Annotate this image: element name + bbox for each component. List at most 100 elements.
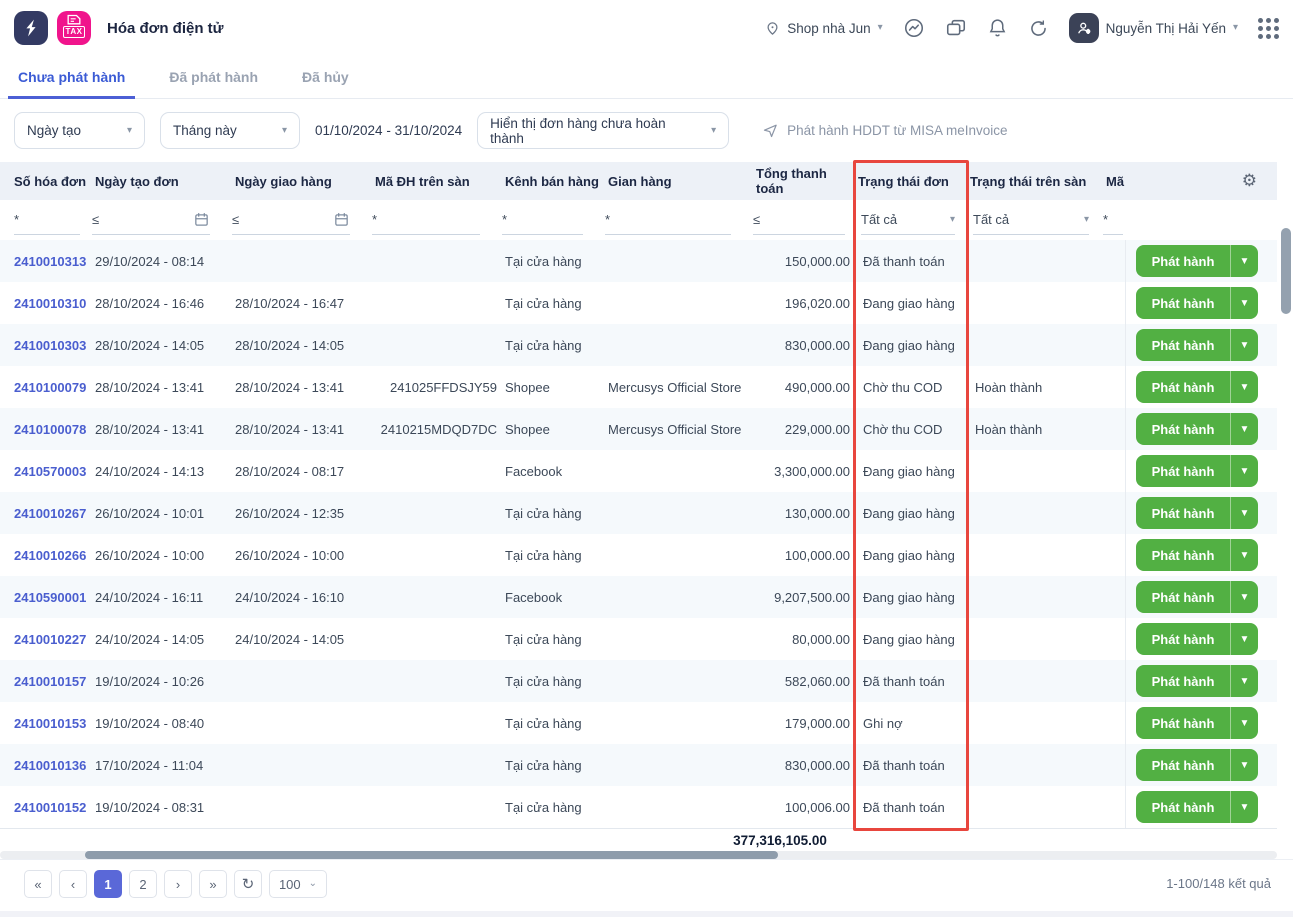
publish-button[interactable]: Phát hành ▼: [1136, 371, 1258, 403]
filter-order-status-select[interactable]: Tất cả ▾: [861, 205, 955, 235]
next-page-button[interactable]: ›: [164, 870, 192, 898]
invoice-number-link[interactable]: 2410010136: [14, 757, 87, 773]
user-menu[interactable]: $ Nguyễn Thị Hải Yến ▾: [1068, 13, 1238, 43]
publish-dropdown-caret[interactable]: ▼: [1230, 707, 1258, 739]
footer-bar: « ‹ 1 2 › » ↻ 100 ⌄ 1-100/148 kết quả: [0, 859, 1293, 917]
publish-button[interactable]: Phát hành ▼: [1136, 749, 1258, 781]
invoice-number-link[interactable]: 2410010227: [14, 631, 87, 647]
app-launcher-grid-icon[interactable]: [1258, 17, 1279, 39]
calendar-icon[interactable]: [193, 211, 210, 228]
publish-dropdown-caret[interactable]: ▼: [1230, 497, 1258, 529]
filter-created-date-input[interactable]: ≤: [92, 205, 210, 235]
col-header-kenh-ban-hang[interactable]: Kênh bán hàng: [505, 173, 599, 189]
invoice-number-link[interactable]: 2410010310: [14, 295, 87, 311]
publish-dropdown-caret[interactable]: ▼: [1230, 413, 1258, 445]
col-header-gian-hang[interactable]: Gian hàng: [608, 173, 672, 189]
publish-button[interactable]: Phát hành ▼: [1136, 329, 1258, 361]
publish-dropdown-caret[interactable]: ▼: [1230, 539, 1258, 571]
calendar-icon[interactable]: [333, 211, 350, 228]
shop-selector[interactable]: Shop nhà Jun ▾: [765, 20, 883, 37]
col-header-so-hoa-don[interactable]: Số hóa đơn: [14, 173, 87, 189]
filter-ma-input[interactable]: *: [1103, 205, 1123, 235]
invoice-number-link[interactable]: 2410010303: [14, 337, 87, 353]
publish-dropdown-caret[interactable]: ▼: [1230, 749, 1258, 781]
col-header-tong-thanh-toan[interactable]: Tổng thanh toán: [756, 166, 827, 196]
invoice-number-link[interactable]: 2410570003: [14, 463, 87, 479]
filter-store-input[interactable]: *: [605, 205, 731, 235]
publish-dropdown-caret[interactable]: ▼: [1230, 791, 1258, 823]
date-field-select[interactable]: Ngày tạo ▾: [14, 112, 145, 149]
sync-button[interactable]: [1028, 18, 1049, 39]
invoice-number-link[interactable]: 2410010153: [14, 715, 87, 731]
chevron-down-icon: ▾: [877, 22, 883, 33]
tab-da-phat-hanh[interactable]: Đã phát hành: [169, 69, 259, 85]
col-header-ma[interactable]: Mã: [1106, 173, 1125, 189]
page-size-select[interactable]: 100 ⌄: [269, 870, 327, 898]
tab-chua-phat-hanh[interactable]: Chưa phát hành: [7, 56, 136, 99]
order-status-cell: Đang giao hàng: [863, 589, 955, 605]
publish-button[interactable]: Phát hành ▼: [1136, 665, 1258, 697]
publish-dropdown-caret[interactable]: ▼: [1230, 581, 1258, 613]
date-range-value[interactable]: 01/10/2024 - 31/10/2024: [315, 123, 463, 138]
gear-icon[interactable]: ⚙: [1241, 171, 1257, 190]
invoice-number-link[interactable]: 2410590001: [14, 589, 87, 605]
page-button-1[interactable]: 1: [94, 870, 122, 898]
invoice-number-link[interactable]: 2410010313: [14, 253, 87, 269]
publish-button[interactable]: Phát hành ▼: [1136, 287, 1258, 319]
col-header-ngay-tao-don[interactable]: Ngày tạo đơn: [95, 173, 179, 189]
invoice-number-link[interactable]: 2410010266: [14, 547, 87, 563]
notifications-bell-button[interactable]: [987, 17, 1008, 39]
completion-filter-select[interactable]: Hiển thị đơn hàng chưa hoàn thành ▾: [477, 112, 730, 149]
windows-button[interactable]: [945, 17, 967, 39]
created-date-cell: 24/10/2024 - 14:13: [95, 463, 205, 479]
messenger-button[interactable]: [903, 17, 925, 39]
col-header-trang-thai-tren-san[interactable]: Trạng thái trên sàn: [970, 173, 1087, 189]
publish-dropdown-caret[interactable]: ▼: [1230, 329, 1258, 361]
horizontal-scrollbar-thumb[interactable]: [85, 851, 778, 859]
publish-dropdown-caret[interactable]: ▼: [1230, 245, 1258, 277]
invoice-number-link[interactable]: 2410010267: [14, 505, 87, 521]
publish-dropdown-caret[interactable]: ▼: [1230, 623, 1258, 655]
publish-button[interactable]: Phát hành ▼: [1136, 791, 1258, 823]
publish-dropdown-caret[interactable]: ▼: [1230, 455, 1258, 487]
filter-order-code-input[interactable]: *: [372, 205, 480, 235]
publish-dropdown-caret[interactable]: ▼: [1230, 371, 1258, 403]
filter-platform-status-select[interactable]: Tất cả ▾: [973, 205, 1089, 235]
refresh-button[interactable]: ↻: [234, 870, 262, 898]
publish-button[interactable]: Phát hành ▼: [1136, 539, 1258, 571]
table-header-row: Số hóa đơn Ngày tạo đơn Ngày giao hàng M…: [0, 162, 1277, 200]
vertical-scrollbar[interactable]: [1280, 162, 1292, 850]
filter-channel-input[interactable]: *: [502, 205, 583, 235]
publish-button[interactable]: Phát hành ▼: [1136, 581, 1258, 613]
results-count: 1-100/148 kết quả: [1166, 876, 1271, 891]
horizontal-scrollbar[interactable]: [0, 851, 1277, 859]
publish-dropdown-caret[interactable]: ▼: [1230, 665, 1258, 697]
publish-einvoice-link[interactable]: Phát hành HDDT từ MISA meInvoice: [762, 122, 1008, 139]
col-header-trang-thai-don[interactable]: Trạng thái đơn: [858, 173, 949, 189]
publish-dropdown-caret[interactable]: ▼: [1230, 287, 1258, 319]
tab-da-huy[interactable]: Đã hủy: [302, 69, 349, 85]
filter-invoice-input[interactable]: *: [14, 205, 80, 235]
publish-button[interactable]: Phát hành ▼: [1136, 413, 1258, 445]
filter-delivery-date-input[interactable]: ≤: [232, 205, 350, 235]
publish-button[interactable]: Phát hành ▼: [1136, 455, 1258, 487]
col-header-ma-dh-tren-san[interactable]: Mã ĐH trên sàn: [375, 173, 470, 189]
vertical-scrollbar-thumb[interactable]: [1281, 228, 1291, 314]
period-select[interactable]: Tháng này ▾: [160, 112, 300, 149]
filter-total-input[interactable]: ≤: [753, 205, 845, 235]
prev-page-button[interactable]: ‹: [59, 870, 87, 898]
invoice-number-link[interactable]: 2410010152: [14, 799, 87, 815]
publish-button[interactable]: Phát hành ▼: [1136, 245, 1258, 277]
publish-button[interactable]: Phát hành ▼: [1136, 623, 1258, 655]
last-page-button[interactable]: »: [199, 870, 227, 898]
col-header-ngay-giao-hang[interactable]: Ngày giao hàng: [235, 173, 332, 189]
invoice-number-link[interactable]: 2410010157: [14, 673, 87, 689]
publish-button[interactable]: Phát hành ▼: [1136, 497, 1258, 529]
invoice-number-link[interactable]: 2410100079: [14, 379, 87, 395]
invoice-number-link[interactable]: 2410100078: [14, 421, 87, 437]
table-row: 2410100078 28/10/2024 - 13:41 28/10/2024…: [0, 408, 1277, 450]
page-button-2[interactable]: 2: [129, 870, 157, 898]
publish-button[interactable]: Phát hành ▼: [1136, 707, 1258, 739]
channel-cell: Tại cửa hàng: [505, 673, 582, 689]
first-page-button[interactable]: «: [24, 870, 52, 898]
